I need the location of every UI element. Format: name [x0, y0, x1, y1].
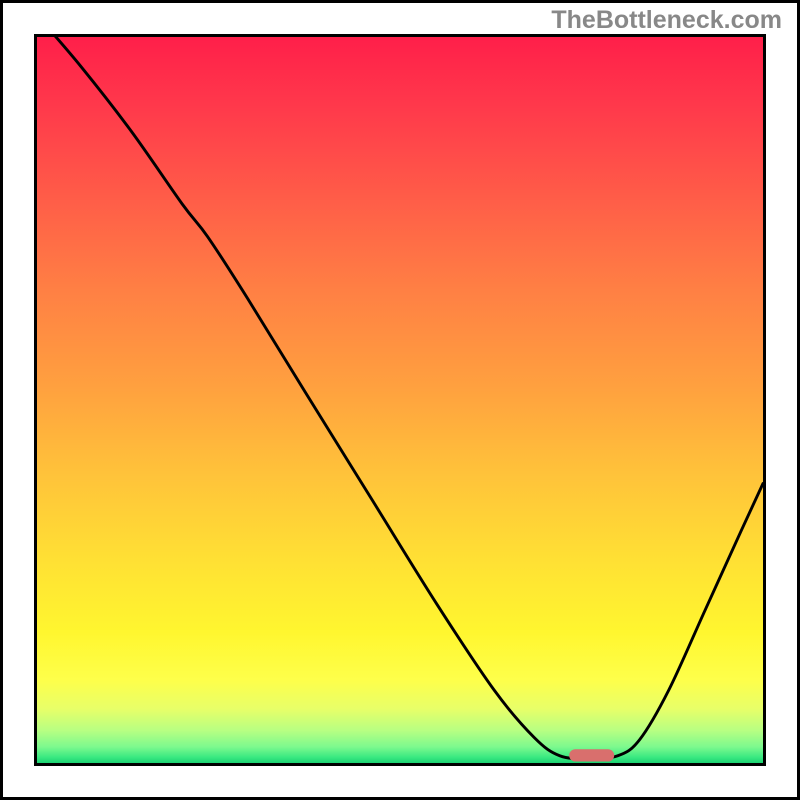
- watermark-text: TheBottleneck.com: [551, 6, 782, 35]
- plot-area: [34, 34, 766, 766]
- bottleneck-curve: [37, 37, 763, 759]
- optimum-marker: [569, 749, 614, 761]
- curve-svg: [37, 37, 763, 763]
- chart-container: TheBottleneck.com: [0, 0, 800, 800]
